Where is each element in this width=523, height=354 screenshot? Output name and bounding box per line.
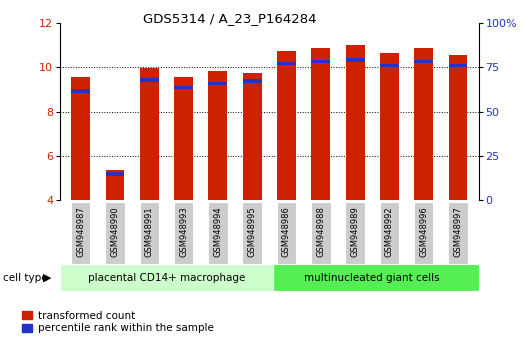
Bar: [380, 53, 399, 200]
Bar: [345, 202, 365, 264]
Bar: [380, 202, 399, 264]
Bar: [277, 62, 296, 65]
Bar: [448, 202, 468, 264]
Bar: [449, 55, 468, 200]
Bar: [449, 64, 468, 67]
Text: ▶: ▶: [43, 273, 52, 283]
Bar: [208, 202, 228, 264]
Bar: [209, 82, 228, 85]
Bar: [174, 86, 193, 89]
Text: GSM948987: GSM948987: [76, 206, 85, 257]
Bar: [277, 202, 296, 264]
Text: GSM948994: GSM948994: [213, 206, 222, 257]
Text: multinucleated giant cells: multinucleated giant cells: [304, 273, 440, 283]
Text: cell type: cell type: [3, 273, 47, 283]
Bar: [71, 89, 90, 93]
Bar: [71, 77, 90, 200]
Bar: [140, 202, 159, 264]
Bar: [106, 170, 124, 200]
Text: GSM948995: GSM948995: [248, 206, 257, 257]
Text: GSM948988: GSM948988: [316, 206, 325, 257]
Bar: [140, 78, 159, 82]
Bar: [209, 70, 228, 200]
Bar: [311, 59, 330, 63]
Bar: [243, 79, 262, 83]
Text: GSM948996: GSM948996: [419, 206, 428, 257]
Bar: [414, 59, 433, 63]
Bar: [243, 202, 262, 264]
Bar: [380, 64, 399, 67]
Legend: transformed count, percentile rank within the sample: transformed count, percentile rank withi…: [21, 310, 214, 334]
Text: placental CD14+ macrophage: placental CD14+ macrophage: [88, 273, 245, 283]
Bar: [71, 202, 90, 264]
Bar: [174, 202, 194, 264]
Bar: [140, 68, 159, 200]
Bar: [106, 172, 124, 176]
Bar: [414, 48, 433, 200]
Bar: [277, 51, 296, 200]
Text: GSM948993: GSM948993: [179, 206, 188, 257]
Text: GSM948986: GSM948986: [282, 206, 291, 257]
Bar: [414, 202, 434, 264]
Bar: [60, 264, 273, 291]
Text: GSM948992: GSM948992: [385, 206, 394, 257]
Bar: [311, 202, 331, 264]
Bar: [311, 48, 330, 200]
Bar: [243, 73, 262, 200]
Bar: [174, 77, 193, 200]
Bar: [346, 58, 365, 62]
Text: GSM948991: GSM948991: [145, 206, 154, 257]
Text: GSM948989: GSM948989: [350, 206, 360, 257]
Bar: [105, 202, 125, 264]
Text: GSM948997: GSM948997: [453, 206, 462, 257]
Bar: [273, 264, 492, 291]
Bar: [346, 45, 365, 200]
Text: GDS5314 / A_23_P164284: GDS5314 / A_23_P164284: [143, 12, 317, 25]
Text: GSM948990: GSM948990: [110, 206, 120, 257]
